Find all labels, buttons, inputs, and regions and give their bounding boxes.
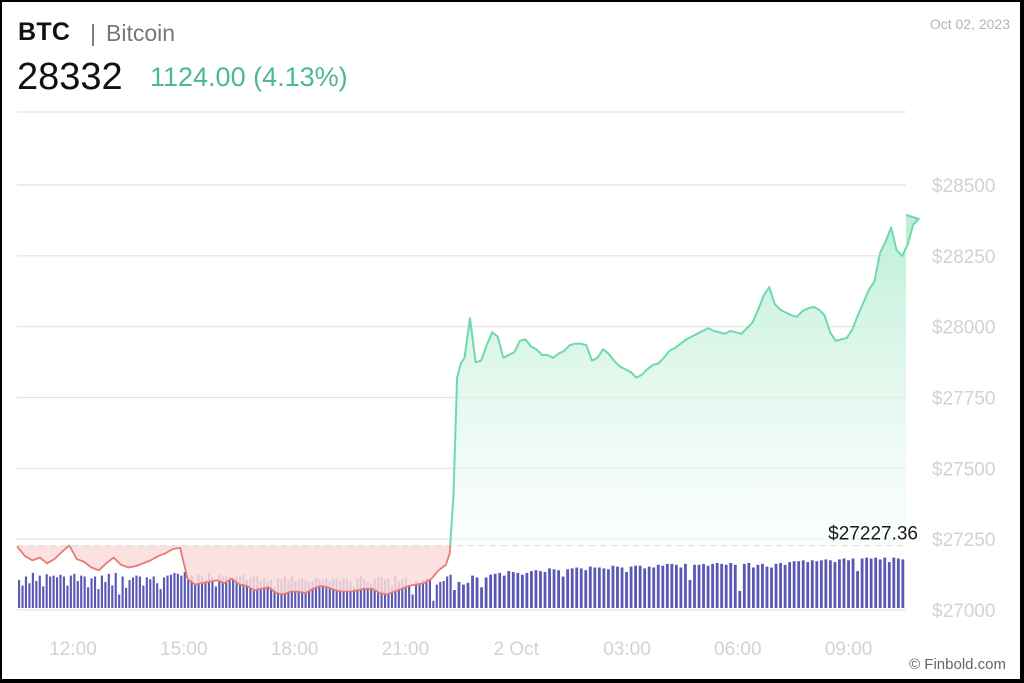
chart-date: Oct 02, 2023 [929,16,1010,32]
title-separator: | [90,20,96,46]
price-change: 1124.00 (4.13%) [150,62,348,92]
svg-text:$28250: $28250 [932,247,995,268]
svg-text:$27250: $27250 [932,530,995,551]
ticker-symbol: BTC [18,18,71,46]
copyright-credit: © Finbold.com [909,656,1006,673]
reference-price-label: $27227.36 [828,524,918,545]
svg-text:$27000: $27000 [932,601,995,622]
svg-text:$27500: $27500 [932,459,995,480]
x-axis-labels: 12:00 15:00 18:00 21:00 2 Oct 03:00 06:00 09:00 [49,639,872,660]
price-area [17,214,919,595]
asset-name: Bitcoin [106,20,176,46]
svg-text:$27750: $27750 [932,389,995,410]
y-axis-labels: $27000 $27250 $27500 $27750 $28000 $28250 $285… [932,176,995,622]
svg-text:2 Oct: 2 Oct [493,639,539,660]
volume-bars [18,557,905,608]
price-line [16,213,920,596]
svg-text:18:00: 18:00 [271,639,319,660]
svg-text:21:00: 21:00 [382,639,430,660]
svg-text:12:00: 12:00 [49,639,97,660]
svg-text:15:00: 15:00 [160,639,208,660]
svg-text:$28000: $28000 [932,318,995,339]
svg-text:09:00: 09:00 [825,639,873,660]
svg-text:06:00: 06:00 [714,639,762,660]
svg-text:$28500: $28500 [932,176,995,197]
svg-text:03:00: 03:00 [603,639,651,660]
current-price: 28332 [17,56,123,98]
